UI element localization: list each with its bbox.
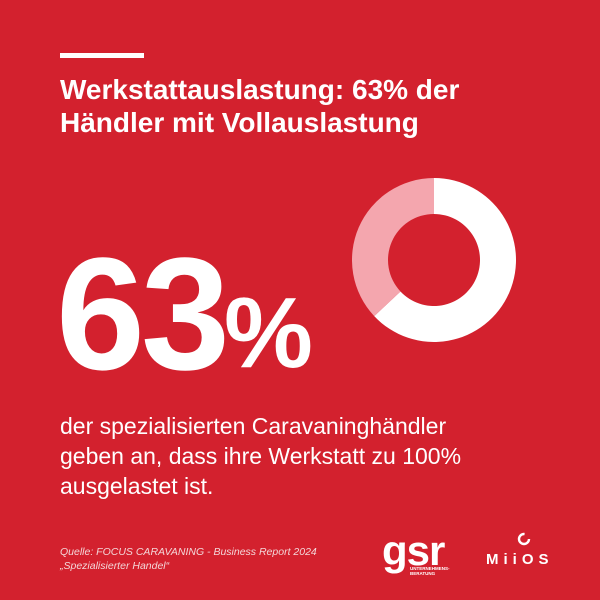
gsr-logo-subtitle: UNTERNEHMENS- BERATUNG: [410, 566, 450, 576]
source-line-1: Quelle: FOCUS CARAVANING - Business Repo…: [60, 546, 317, 558]
donut-slice-1: [352, 178, 434, 317]
miios-swirl-icon: [517, 532, 531, 546]
big-percentage: 63%: [56, 234, 313, 415]
headline-line-2: Händler mit Vollauslastung: [60, 107, 419, 138]
gsr-logo-mark: gsr: [382, 527, 445, 574]
big-percentage-unit: %: [223, 277, 313, 389]
donut-chart-svg: [352, 178, 516, 342]
headline-line-1: Werkstattauslastung: 63% der: [60, 74, 460, 105]
source-line-2: „Spezialisierter Handel“: [60, 560, 170, 572]
donut-chart: [352, 178, 516, 342]
donut-slice-0: [374, 178, 516, 342]
miios-logo: MiiOS: [486, 530, 566, 576]
source-note: Quelle: FOCUS CARAVANING - Business Repo…: [60, 545, 317, 573]
description-text: der spezialisierten Caravaninghändler ge…: [60, 411, 580, 501]
miios-logo-word: MiiOS: [486, 551, 554, 568]
gsr-logo: gsr UNTERNEHMENS- BERATUNG: [382, 527, 462, 577]
description-line-2: geben an, dass ihre Werkstatt zu 100%: [60, 443, 462, 469]
gsr-logo-sub-1: UNTERNEHMENS-: [410, 566, 450, 571]
description-line-1: der spezialisierten Caravaninghändler: [60, 413, 447, 439]
big-percentage-value: 63: [56, 224, 230, 403]
headline: Werkstattauslastung: 63% der Händler mit…: [60, 73, 560, 139]
description-line-3: ausgelastet ist.: [60, 473, 214, 499]
gsr-logo-sub-2: BERATUNG: [410, 571, 436, 576]
accent-bar: [60, 53, 144, 58]
